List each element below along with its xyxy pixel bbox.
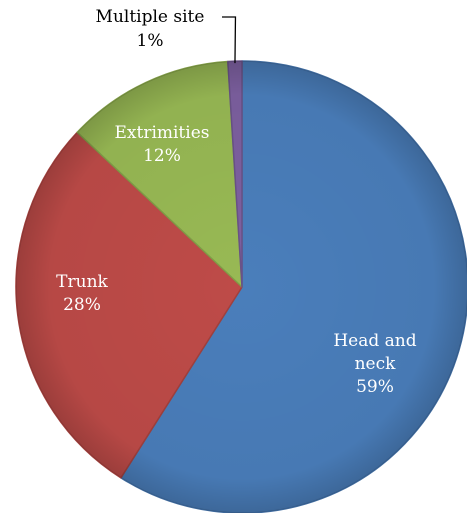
- label-extrimities: Extrimities 12%: [114, 123, 209, 166]
- pie-labels: Head and neck 59% Trunk 28% Extrimities 12% Mul…: [56, 7, 417, 397]
- category-label: neck: [355, 354, 397, 374]
- value-label: 1%: [137, 31, 164, 51]
- label-head-and-neck: Head and neck 59%: [333, 331, 416, 397]
- category-label: Extrimities: [114, 123, 209, 143]
- label-trunk: Trunk 28%: [56, 272, 108, 315]
- category-label: Head and: [333, 331, 416, 351]
- label-multiple-site: Multiple site 1%: [96, 7, 205, 51]
- value-label: 28%: [63, 295, 101, 315]
- value-label: 12%: [143, 146, 181, 166]
- value-label: 59%: [356, 377, 394, 397]
- category-label: Trunk: [56, 272, 108, 292]
- leader-line: [222, 16, 237, 64]
- category-label: Multiple site: [96, 7, 205, 27]
